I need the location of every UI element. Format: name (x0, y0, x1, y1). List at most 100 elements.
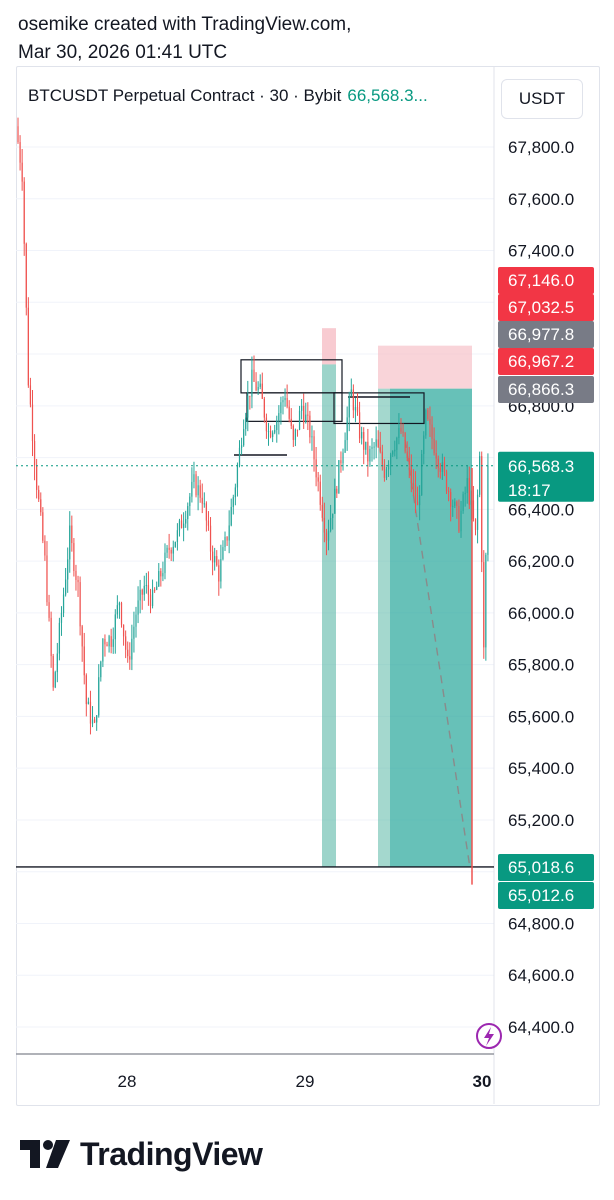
candle-body (468, 478, 470, 505)
candle-body (342, 452, 344, 464)
candle-body (265, 417, 268, 432)
candle-body (315, 459, 317, 478)
candle-body (462, 494, 464, 511)
candle-body (458, 506, 460, 532)
candle-body (209, 525, 212, 552)
price-badge (498, 321, 594, 348)
candle-body (450, 492, 452, 507)
tradingview-logo-icon (20, 1140, 70, 1168)
candle-body (131, 638, 133, 660)
candle-body (296, 429, 299, 431)
candle-body (187, 506, 189, 520)
candle-body (230, 506, 232, 526)
candle-body (81, 626, 83, 647)
candle-body (454, 501, 456, 506)
candle-body (259, 383, 261, 387)
candle-body (445, 471, 448, 492)
price-badge (498, 882, 594, 909)
chart-frame[interactable] (16, 66, 600, 1106)
candle-body (249, 395, 251, 397)
candle-body (71, 525, 73, 544)
price-badge-label: 67,146.0 (508, 271, 574, 290)
candle-body (164, 552, 166, 574)
price-badge (498, 294, 594, 321)
candle-body (416, 501, 419, 506)
candle-body (145, 585, 147, 587)
candle-body (58, 622, 61, 654)
candle-body (267, 431, 270, 433)
candle-body (162, 573, 164, 577)
candle-body (332, 513, 334, 518)
candle-body (243, 429, 245, 446)
candle-body (199, 485, 201, 498)
candle-body (160, 571, 162, 577)
price-badge-label: 66,967.2 (508, 352, 574, 371)
candle-body (79, 582, 81, 627)
price-badge-label: 66,866.3 (508, 380, 574, 399)
candle-body (203, 503, 205, 505)
candle-body (110, 636, 112, 647)
candle-body (156, 586, 158, 590)
candle-body (19, 142, 21, 163)
candle-body (317, 477, 319, 482)
candle-body (180, 520, 183, 529)
candle-body (352, 389, 354, 411)
y-tick-label: 65,400.0 (508, 759, 574, 778)
candle-body (224, 536, 226, 548)
candle-body (216, 556, 218, 566)
candle-body (327, 530, 330, 541)
candle-body (195, 474, 197, 496)
y-tick-label: 65,600.0 (508, 707, 574, 726)
y-tick-label: 64,600.0 (508, 966, 574, 985)
candle-body (73, 543, 75, 571)
symbol-label: BTCUSDT Perpetual Contract · 30 · Bybit (28, 86, 342, 105)
candle-body (56, 653, 58, 673)
candle-body (305, 414, 307, 423)
candle-body (263, 398, 265, 418)
candle-body (300, 405, 303, 411)
candle-body (205, 503, 208, 521)
y-tick-label: 65,800.0 (508, 656, 574, 675)
candle-body (288, 406, 290, 419)
candle-body (361, 432, 363, 439)
candle-body (412, 483, 415, 485)
candle-body (122, 624, 125, 637)
candle-body (363, 432, 365, 450)
candle-body (52, 656, 54, 688)
candle-body (48, 602, 50, 618)
candle-body (383, 464, 386, 478)
candle-body (356, 406, 359, 413)
candle-body (36, 465, 38, 490)
candle-body (139, 589, 141, 601)
currency-button[interactable]: USDT (501, 79, 583, 119)
candle-body (340, 460, 342, 464)
candle-body (311, 436, 313, 438)
candle-body (425, 410, 427, 436)
candle-body (197, 485, 199, 496)
chart-legend[interactable]: BTCUSDT Perpetual Contract · 30 · Bybit 6… (28, 86, 428, 106)
candle-body (257, 386, 259, 391)
candle-body (201, 497, 203, 504)
candle-body (50, 617, 52, 657)
candle-body (182, 523, 185, 529)
candle-body (211, 551, 214, 563)
price-badge (498, 854, 594, 881)
candle-body (404, 432, 406, 452)
price-badge (498, 348, 594, 375)
candle-body (485, 554, 487, 648)
candle-body (280, 402, 282, 414)
candle-body (127, 649, 129, 657)
position-stop-zone (378, 345, 472, 389)
candle-body (60, 612, 63, 623)
tradingview-logo: TradingView (20, 1132, 263, 1176)
candle-body (348, 396, 350, 418)
candle-body (464, 492, 466, 495)
candle-body (135, 614, 137, 627)
candle-body (284, 397, 286, 401)
candle-body (319, 481, 321, 505)
candle-body (46, 555, 48, 603)
candle-body (149, 594, 152, 606)
candle-body (21, 162, 23, 182)
candle-body (367, 441, 369, 462)
